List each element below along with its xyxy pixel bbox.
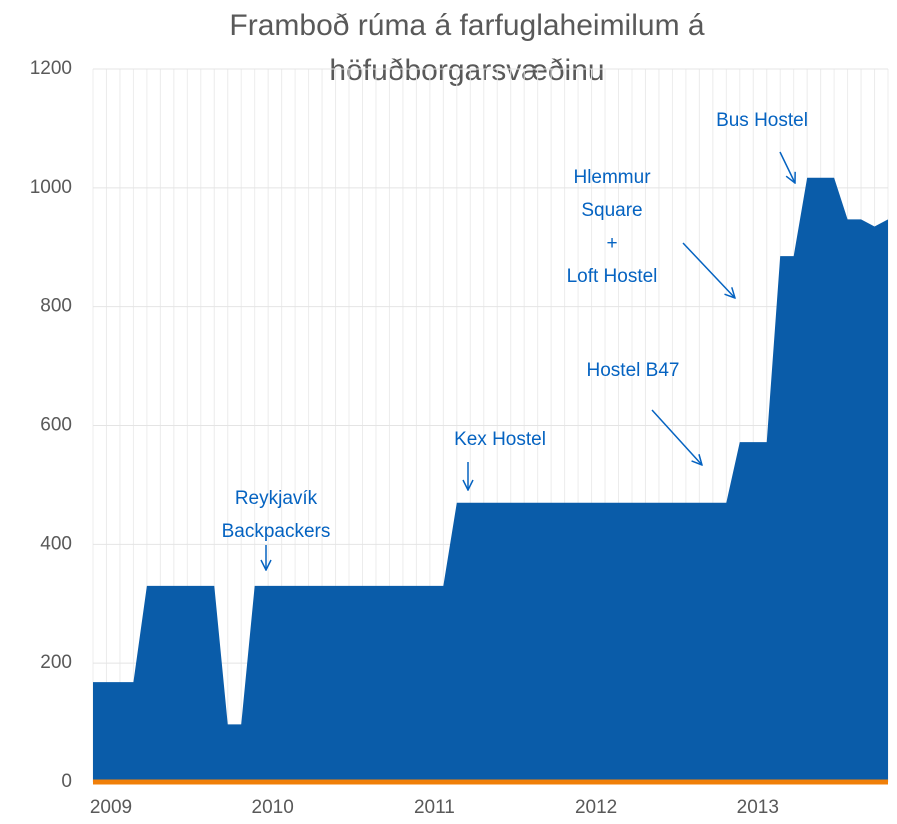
- y-tick-label: 1200: [30, 58, 72, 79]
- annotation-arrow: [779, 151, 795, 183]
- y-tick-label: 200: [40, 652, 72, 673]
- annotation: Reykjavík: [235, 488, 318, 509]
- x-tick-label: 2011: [414, 797, 455, 818]
- annotation: Hlemmur: [573, 167, 651, 188]
- x-tick-label: 2010: [252, 797, 294, 818]
- annotation-arrow: [651, 409, 702, 465]
- annotation-arrow: [682, 242, 735, 298]
- y-tick-label: 800: [40, 296, 72, 317]
- y-tick-label: 0: [61, 771, 72, 792]
- annotation: +: [606, 233, 617, 254]
- x-tick-label: 2012: [575, 797, 617, 818]
- x-tick-label: 2013: [737, 797, 779, 818]
- y-tick-label: 600: [40, 415, 72, 436]
- annotation: Backpackers: [222, 521, 331, 542]
- area: [93, 177, 888, 783]
- annotation: Kex Hostel: [454, 429, 546, 450]
- annotation: Bus Hostel: [716, 110, 808, 131]
- chart-title: Framboð rúma á farfuglaheimilum á: [229, 9, 705, 42]
- annotation: Hostel B47: [587, 360, 680, 381]
- annotation: Loft Hostel: [567, 266, 658, 287]
- chart-title: höfuðborgarsvæðinu: [329, 54, 604, 87]
- annotation: Square: [581, 200, 642, 221]
- y-tick-label: 400: [40, 533, 72, 554]
- x-tick-label: 2009: [90, 797, 132, 818]
- y-tick-label: 1000: [30, 177, 72, 198]
